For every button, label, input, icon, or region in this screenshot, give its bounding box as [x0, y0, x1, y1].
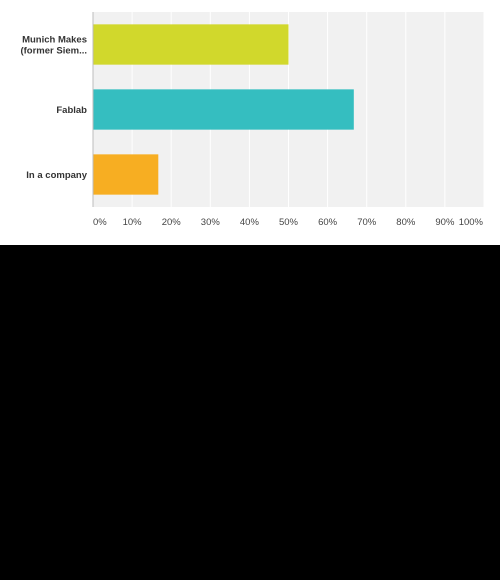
category-label: In a company — [26, 170, 87, 181]
x-tick-label: 0% — [93, 217, 107, 228]
x-tick-label: 20% — [162, 217, 182, 228]
bar[interactable] — [93, 89, 354, 129]
category-label: (former Siem... — [20, 46, 87, 57]
x-tick-label: 40% — [240, 217, 260, 228]
x-tick-label: 60% — [318, 217, 338, 228]
category-labels: Munich Makes(former Siem... Fablab In a co… — [20, 35, 87, 182]
x-tick-label: 80% — [396, 217, 416, 228]
x-tick-labels: 0% 10% 20% 30% 40% 50% 60% 70% 80% 90% 100% — [93, 217, 484, 228]
x-tick-label: 50% — [279, 217, 299, 228]
chart-panel: Munich Makes (former Siem... Fablab In a co… — [0, 0, 500, 245]
x-tick-label: 90% — [435, 217, 455, 228]
bar[interactable] — [93, 154, 158, 194]
x-tick-label: 100% — [459, 217, 484, 228]
x-tick-label: 30% — [201, 217, 221, 228]
category-label: Munich Makes — [22, 35, 87, 46]
x-tick-label: 10% — [123, 217, 143, 228]
x-tick-label: 70% — [357, 217, 377, 228]
category-label: Fablab — [56, 105, 87, 116]
bar[interactable] — [93, 24, 289, 64]
bar-chart: Munich Makes(former Siem... Fablab In a co… — [0, 0, 500, 245]
